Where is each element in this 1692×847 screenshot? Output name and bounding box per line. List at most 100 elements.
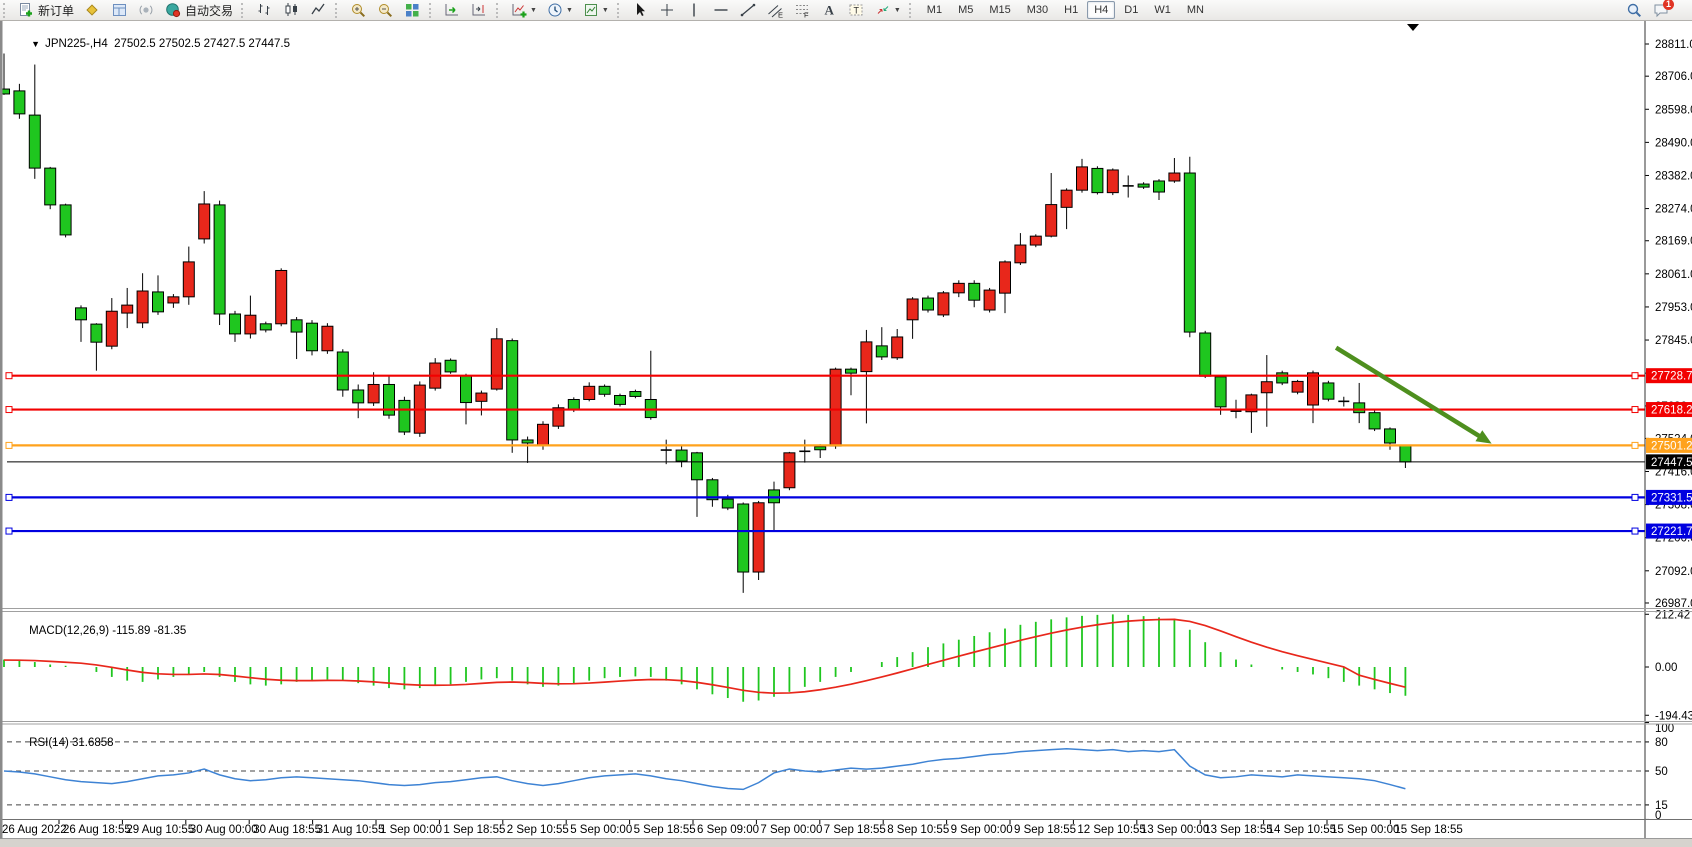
indicators-button[interactable]: ▼ <box>507 0 541 21</box>
macd-signal-value: -81.35 <box>153 625 187 637</box>
chart-shift-marker-icon[interactable] <box>1407 24 1419 31</box>
templates-button[interactable]: ▼ <box>579 0 613 21</box>
autotrading-button[interactable]: 自动交易 <box>161 0 237 21</box>
svg-text:-194.43: -194.43 <box>1655 710 1692 722</box>
navigator-button[interactable] <box>107 0 132 21</box>
rsi-levels <box>7 741 1645 806</box>
trendline-button[interactable] <box>736 0 761 21</box>
macd-histogram <box>3 614 1407 702</box>
horizontal-line-button[interactable] <box>709 0 734 21</box>
text-button[interactable]: A <box>817 0 842 21</box>
horizontal-line-27221.7[interactable]: 27221.7 <box>5 523 1692 539</box>
svg-text:A: A <box>824 3 834 18</box>
candlestick-chart-button[interactable] <box>279 0 304 21</box>
dropdown-caret-icon[interactable]: ▼ <box>565 6 573 14</box>
svg-text:7 Sep 00:00: 7 Sep 00:00 <box>760 824 822 836</box>
new-order-button[interactable]: 新订单 <box>14 0 78 21</box>
toolbar: 新订单 自动交易 ▼ ▼ ▼ E F A T ▼ M1 M5 M15 M30 H1 H4 D1 W1 MN 1 <box>0 0 1692 21</box>
chart-window[interactable]: 28811.0 28706.0 28598.0 28490.0 28382.0 28274… <box>0 21 1692 847</box>
equidistant-channel-button[interactable]: E <box>763 0 788 21</box>
svg-text:9 Sep 18:55: 9 Sep 18:55 <box>1014 824 1076 836</box>
text-label-button[interactable]: T <box>844 0 869 21</box>
trend-arrow[interactable] <box>1334 345 1492 444</box>
line-chart-button[interactable] <box>306 0 331 21</box>
rsi-axis[interactable]: 100 80 50 150 <box>1645 722 1674 822</box>
svg-text:27416.0: 27416.0 <box>1655 467 1692 479</box>
vertical-line-button[interactable] <box>682 0 707 21</box>
timeframe-w1-button[interactable]: W1 <box>1154 4 1171 16</box>
horizontal-line-27331.5[interactable]: 27331.5 <box>5 489 1692 505</box>
horizontal-line-27728.7[interactable]: 27728.7 <box>5 368 1692 384</box>
signals-button[interactable] <box>134 0 159 21</box>
toolbar-grip <box>429 2 435 18</box>
crosshair-button[interactable] <box>655 0 680 21</box>
line-chart-icon <box>311 3 325 15</box>
search-icon <box>1627 3 1642 18</box>
cursor-icon <box>636 3 645 16</box>
svg-text:28598.0: 28598.0 <box>1655 104 1692 116</box>
navigator-icon <box>113 4 127 16</box>
svg-text:9 Sep 00:00: 9 Sep 00:00 <box>951 824 1013 836</box>
arrows-button[interactable]: ▼ <box>871 0 905 21</box>
text-icon: A <box>824 3 834 18</box>
rsi-value: 31.6858 <box>72 737 114 749</box>
price-axis[interactable]: 28811.0 28706.0 28598.0 28490.0 28382.0 28274… <box>1645 39 1692 610</box>
timeframe-d1-button[interactable]: D1 <box>1124 4 1139 16</box>
signals-icon <box>139 5 153 15</box>
search-button[interactable] <box>1622 0 1647 21</box>
svg-text:27845.0: 27845.0 <box>1655 335 1692 347</box>
autotrading-icon <box>166 3 181 18</box>
periods-button[interactable]: ▼ <box>543 0 577 21</box>
bar-chart-button[interactable] <box>252 0 277 21</box>
chart-symbol-period: JPN225-,H4 <box>45 38 108 50</box>
horizontal-line-icon <box>714 9 728 11</box>
chart-shift-button[interactable] <box>467 0 492 21</box>
tile-windows-button[interactable] <box>400 0 425 21</box>
timeframe-h1-button[interactable]: H1 <box>1064 4 1079 16</box>
auto-scroll-button[interactable] <box>440 0 465 21</box>
chat-button[interactable]: 1 <box>1649 0 1685 21</box>
horizontal-line-27618.2[interactable]: 27618.2 <box>5 402 1692 418</box>
svg-text:27618.2: 27618.2 <box>1651 405 1692 417</box>
dropdown-caret-icon[interactable]: ▼ <box>893 6 901 14</box>
chart-ohlc-values: 27502.5 27502.5 27427.5 27447.5 <box>114 38 290 50</box>
zoom-out-button[interactable] <box>373 0 398 21</box>
macd-signal-line <box>3 618 1406 695</box>
timeframe-m30-button[interactable]: M30 <box>1026 4 1049 16</box>
dropdown-caret-icon[interactable]: ▼ <box>530 6 537 14</box>
svg-text:1 Sep 18:55: 1 Sep 18:55 <box>443 824 505 836</box>
timeframe-h4-button[interactable]: H4 <box>1087 1 1116 19</box>
horizontal-line-27501.2[interactable]: 27501.2 <box>5 437 1692 453</box>
one-click-collapse-arrow[interactable]: ▼ <box>31 39 41 49</box>
svg-text:7 Sep 18:55: 7 Sep 18:55 <box>824 824 886 836</box>
svg-text:28706.0: 28706.0 <box>1655 71 1692 83</box>
fibonacci-button[interactable]: F <box>790 0 815 21</box>
current-price-line: 27447.5 <box>7 454 1692 470</box>
svg-text:28061.0: 28061.0 <box>1655 269 1692 281</box>
macd-params: (12,26,9) <box>63 625 110 637</box>
zoom-in-button[interactable] <box>346 0 371 21</box>
svg-text:12 Sep 10:55: 12 Sep 10:55 <box>1077 824 1145 836</box>
svg-text:27501.2: 27501.2 <box>1651 440 1692 452</box>
macd-value: -115.89 <box>112 625 151 637</box>
timeframe-m15-button[interactable]: M15 <box>989 4 1011 16</box>
auto-scroll-icon <box>445 4 459 16</box>
svg-text:27221.7: 27221.7 <box>1651 526 1692 538</box>
timeframe-mn-button[interactable]: MN <box>1186 4 1204 16</box>
svg-text:28274.0: 28274.0 <box>1655 204 1692 216</box>
macd-indicator-label: MACD(12,26,9) -115.89 -81.35 <box>10 613 186 649</box>
svg-text:28382.0: 28382.0 <box>1655 170 1692 182</box>
dropdown-caret-icon[interactable]: ▼ <box>601 6 609 14</box>
chart-canvas[interactable]: 28811.0 28706.0 28598.0 28490.0 28382.0 28274… <box>0 21 1692 847</box>
timeframe-m1-button[interactable]: M1 <box>926 4 943 16</box>
cursor-button[interactable] <box>628 0 653 21</box>
zoom-in-icon <box>352 4 366 18</box>
market-watch-button[interactable] <box>80 0 105 21</box>
trendline-icon <box>740 3 756 17</box>
chart-svg[interactable]: 28811.0 28706.0 28598.0 28490.0 28382.0 28274… <box>0 21 1692 847</box>
timeframe-m5-button[interactable]: M5 <box>958 4 974 16</box>
svg-text:100: 100 <box>1655 723 1674 735</box>
svg-text:5 Sep 18:55: 5 Sep 18:55 <box>634 824 696 836</box>
